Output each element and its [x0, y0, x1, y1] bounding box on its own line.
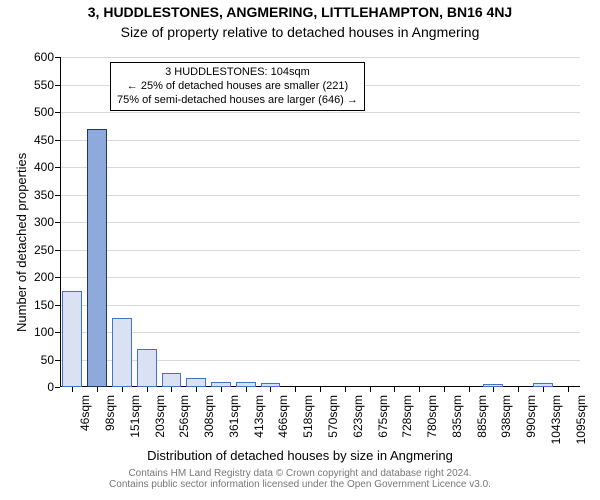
- x-tick: [320, 387, 321, 392]
- x-tick: [196, 387, 197, 392]
- copyright-line-1: Contains HM Land Registry data © Crown c…: [0, 468, 600, 479]
- grid-line: [60, 250, 580, 251]
- x-tick-label: 990sqm: [524, 395, 538, 455]
- x-tick: [543, 387, 544, 392]
- grid-line: [60, 277, 580, 278]
- y-tick-label: 50: [24, 353, 54, 367]
- x-tick-label: 46sqm: [78, 395, 92, 455]
- x-tick-label: 466sqm: [276, 395, 290, 455]
- grid-line: [60, 57, 580, 58]
- annotation-line-1: 3 HUDDLESTONES: 104sqm: [117, 66, 358, 80]
- y-tick-label: 500: [24, 105, 54, 119]
- y-tick-label: 400: [24, 160, 54, 174]
- annotation-line-3: 75% of semi-detached houses are larger (…: [117, 94, 358, 108]
- annotation-box: 3 HUDDLESTONES: 104sqm ← 25% of detached…: [110, 62, 365, 111]
- y-tick-label: 350: [24, 188, 54, 202]
- x-tick-label: 203sqm: [153, 395, 167, 455]
- x-tick: [295, 387, 296, 392]
- y-tick-label: 250: [24, 243, 54, 257]
- x-tick-label: 413sqm: [252, 395, 266, 455]
- grid-line: [60, 140, 580, 141]
- x-tick-label: 623sqm: [351, 395, 365, 455]
- x-tick-label: 885sqm: [475, 395, 489, 455]
- x-tick-label: 518sqm: [301, 395, 315, 455]
- x-tick: [221, 387, 222, 392]
- x-tick: [270, 387, 271, 392]
- x-tick: [493, 387, 494, 392]
- x-tick-label: 361sqm: [227, 395, 241, 455]
- x-tick-label: 780sqm: [425, 395, 439, 455]
- x-tick-label: 835sqm: [450, 395, 464, 455]
- x-tick: [345, 387, 346, 392]
- y-tick: [55, 387, 60, 388]
- x-tick: [469, 387, 470, 392]
- y-tick-label: 150: [24, 298, 54, 312]
- x-tick-label: 728sqm: [400, 395, 414, 455]
- x-tick-label: 570sqm: [326, 395, 340, 455]
- x-tick: [370, 387, 371, 392]
- x-tick: [246, 387, 247, 392]
- x-tick: [444, 387, 445, 392]
- grid-line: [60, 195, 580, 196]
- x-tick-label: 308sqm: [202, 395, 216, 455]
- y-tick-label: 550: [24, 78, 54, 92]
- y-tick-label: 450: [24, 133, 54, 147]
- chart-root: { "layout": { "width": 600, "height": 50…: [0, 0, 600, 500]
- bar: [186, 378, 206, 387]
- x-tick-label: 256sqm: [177, 395, 191, 455]
- x-tick: [72, 387, 73, 392]
- copyright-line-2: Contains public sector information licen…: [0, 479, 600, 490]
- chart-title: 3, HUDDLESTONES, ANGMERING, LITTLEHAMPTO…: [0, 4, 600, 20]
- x-tick: [568, 387, 569, 392]
- x-tick: [147, 387, 148, 392]
- grid-line: [60, 112, 580, 113]
- bar: [162, 373, 182, 387]
- y-tick-label: 100: [24, 325, 54, 339]
- x-tick: [394, 387, 395, 392]
- x-tick-label: 938sqm: [499, 395, 513, 455]
- annotation-line-2: ← 25% of detached houses are smaller (22…: [117, 80, 358, 94]
- x-tick-label: 1043sqm: [549, 395, 563, 455]
- chart-subtitle: Size of property relative to detached ho…: [0, 24, 600, 40]
- x-tick: [419, 387, 420, 392]
- grid-line: [60, 167, 580, 168]
- x-tick-label: 98sqm: [103, 395, 117, 455]
- y-tick-label: 600: [24, 50, 54, 64]
- x-tick-label: 1095sqm: [574, 395, 588, 455]
- x-tick-label: 675sqm: [376, 395, 390, 455]
- grid-line: [60, 332, 580, 333]
- bar-highlighted: [87, 129, 107, 388]
- x-tick: [518, 387, 519, 392]
- copyright-notice: Contains HM Land Registry data © Crown c…: [0, 468, 600, 490]
- x-tick: [122, 387, 123, 392]
- y-tick-label: 200: [24, 270, 54, 284]
- y-tick-label: 0: [24, 380, 54, 394]
- bar: [112, 318, 132, 387]
- grid-line: [60, 305, 580, 306]
- x-tick-label: 151sqm: [128, 395, 142, 455]
- grid-line: [60, 222, 580, 223]
- x-tick: [97, 387, 98, 392]
- x-tick: [171, 387, 172, 392]
- y-axis-line: [60, 57, 61, 387]
- bar: [137, 349, 157, 388]
- bar: [62, 291, 82, 387]
- y-tick-label: 300: [24, 215, 54, 229]
